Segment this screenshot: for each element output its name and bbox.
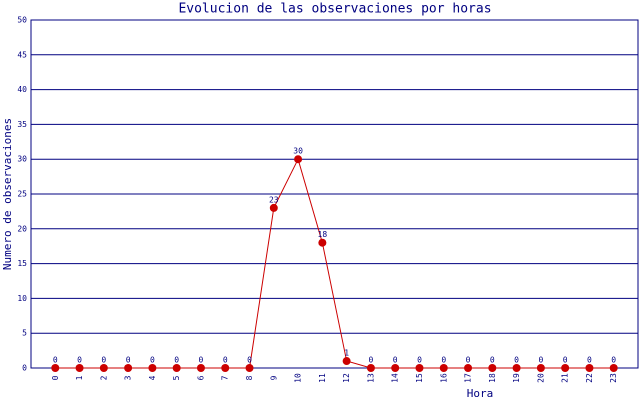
data-point	[269, 203, 278, 212]
chart-title: Evolucion de las observaciones por horas	[178, 2, 491, 17]
y-tick-label: 45	[17, 50, 27, 59]
x-tick-label: 6	[196, 375, 205, 380]
x-tick-label: 20	[536, 373, 545, 383]
y-tick-label: 35	[17, 120, 27, 129]
y-tick-label: 0	[22, 364, 27, 373]
data-point	[75, 364, 84, 372]
data-point	[124, 364, 133, 372]
data-point	[294, 155, 303, 164]
data-label: 0	[393, 356, 398, 365]
x-tick-label: 7	[221, 375, 230, 380]
x-axis-label: Hora	[467, 387, 494, 400]
data-point	[391, 364, 400, 372]
data-point	[512, 364, 521, 372]
data-point	[366, 364, 375, 372]
data-label: 30	[293, 147, 303, 156]
x-tick-label: 19	[512, 373, 521, 383]
data-label: 0	[538, 356, 543, 365]
data-point	[99, 364, 108, 372]
data-point	[415, 364, 424, 372]
data-label: 0	[77, 356, 82, 365]
data-point	[464, 364, 473, 372]
data-point	[536, 364, 545, 372]
data-point	[609, 364, 618, 372]
x-tick-label: 0	[51, 375, 60, 380]
x-tick-label: 16	[439, 373, 448, 383]
y-tick-label: 20	[17, 224, 27, 233]
y-tick-label: 15	[17, 259, 27, 268]
y-axis-label: Numero de observaciones	[1, 118, 14, 270]
x-tick-label: 21	[561, 373, 570, 383]
data-point	[221, 364, 230, 372]
x-tick-label: 18	[488, 373, 497, 383]
data-label: 0	[126, 356, 131, 365]
data-label: 0	[441, 356, 446, 365]
data-label: 0	[611, 356, 616, 365]
x-tick-label: 8	[245, 375, 254, 380]
x-tick-label: 1	[75, 375, 84, 380]
data-point	[148, 364, 157, 372]
y-tick-label: 40	[17, 85, 27, 94]
data-label: 0	[563, 356, 568, 365]
data-label: 0	[587, 356, 592, 365]
data-label: 0	[490, 356, 495, 365]
x-tick-label: 2	[99, 375, 108, 380]
data-label: 0	[223, 356, 228, 365]
data-label: 0	[174, 356, 179, 365]
data-point	[51, 364, 60, 372]
data-point	[172, 364, 181, 372]
data-point	[439, 364, 448, 372]
data-point	[342, 357, 351, 366]
data-point	[585, 364, 594, 372]
data-point	[245, 364, 254, 372]
data-label: 0	[199, 356, 204, 365]
x-tick-label: 3	[124, 375, 133, 380]
data-label: 23	[269, 195, 279, 204]
data-line	[55, 157, 614, 369]
data-label: 0	[369, 356, 374, 365]
data-label: 18	[318, 230, 328, 239]
y-tick-label: 30	[17, 155, 27, 164]
data-label: 0	[150, 356, 155, 365]
x-tick-label: 10	[294, 373, 303, 383]
x-tick-label: 17	[464, 373, 473, 383]
data-label: 0	[53, 356, 58, 365]
data-point	[196, 364, 205, 372]
y-tick-label: 10	[17, 294, 27, 303]
data-label: 1	[344, 349, 349, 358]
y-tick-label: 5	[22, 329, 27, 338]
data-label: 0	[417, 356, 422, 365]
data-point	[318, 238, 327, 247]
x-tick-label: 9	[269, 375, 278, 380]
data-point	[488, 364, 497, 372]
data-point	[561, 364, 570, 372]
data-label: 0	[466, 356, 471, 365]
x-tick-label: 23	[609, 373, 618, 383]
x-tick-label: 11	[318, 373, 327, 383]
x-tick-label: 5	[172, 375, 181, 380]
data-label: 0	[514, 356, 519, 365]
y-tick-label: 50	[17, 16, 27, 25]
x-tick-label: 4	[148, 375, 157, 380]
x-tick-label: 22	[585, 373, 594, 383]
x-tick-label: 13	[366, 373, 375, 383]
y-tick-label: 25	[17, 190, 27, 199]
x-tick-label: 14	[391, 373, 400, 383]
x-tick-label: 15	[415, 373, 424, 383]
x-tick-label: 12	[342, 373, 351, 383]
data-label: 0	[247, 356, 252, 365]
data-label: 0	[101, 356, 106, 365]
